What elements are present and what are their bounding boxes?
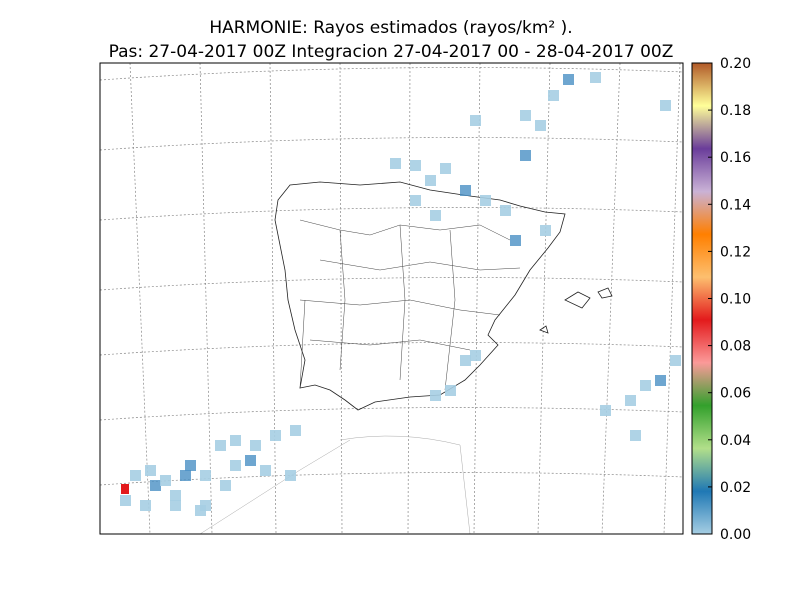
map: [100, 63, 683, 534]
patch: [548, 90, 559, 101]
patch: [285, 470, 296, 481]
patch: [520, 110, 531, 121]
colorbar-tick-label: 0.02: [720, 480, 751, 496]
patch: [200, 470, 211, 481]
patch: [410, 195, 421, 206]
patch: [540, 225, 551, 236]
patch-dark: [520, 150, 531, 161]
patch: [215, 440, 226, 451]
patch-dark: [185, 460, 196, 471]
title: HARMONIE: Rayos estimados (rayos/km² ).: [209, 18, 572, 38]
patch: [590, 72, 601, 83]
patch-dark: [563, 74, 574, 85]
hot-spot: [121, 484, 129, 494]
patch: [270, 430, 281, 441]
colorbar-tick-label: 0.04: [720, 433, 751, 449]
patch: [170, 500, 181, 511]
patch: [640, 380, 651, 391]
patch: [410, 160, 421, 171]
patch-dark: [510, 235, 521, 246]
colorbar-tick-label: 0.12: [720, 244, 751, 260]
patch: [470, 350, 481, 361]
patch: [430, 390, 441, 401]
colorbar-tick-label: 0.08: [720, 339, 751, 355]
patch: [260, 465, 271, 476]
patch: [290, 425, 301, 436]
borders: [299, 219, 521, 391]
patch: [390, 158, 401, 169]
patch: [445, 385, 456, 396]
patch: [460, 355, 471, 366]
coastline: [274, 181, 566, 411]
patch: [230, 435, 241, 446]
patch: [470, 115, 481, 126]
lightning-patches: [120, 72, 681, 516]
colorbar-tick-label: 0.18: [720, 103, 751, 119]
patch: [250, 440, 261, 451]
patch: [160, 475, 171, 486]
map-frame: [99, 62, 684, 535]
balearic: [539, 287, 613, 334]
patch-dark: [150, 480, 161, 491]
patch: [670, 355, 681, 366]
patch-dark: [245, 455, 256, 466]
subtitle: Pas: 27-04-2017 00Z Integracion 27-04-20…: [109, 42, 674, 62]
colorbar-tick-label: 0.14: [720, 197, 751, 213]
patch: [535, 120, 546, 131]
patch: [600, 405, 611, 416]
patch: [440, 163, 451, 174]
patch: [660, 100, 671, 111]
patch: [480, 195, 491, 206]
patch-dark: [655, 375, 666, 386]
patch: [130, 470, 141, 481]
patch: [220, 480, 231, 491]
patch: [430, 210, 441, 221]
colorbar-tick-label: 0.00: [720, 527, 751, 543]
patch: [500, 205, 511, 216]
africa-border: [199, 435, 471, 534]
patch: [425, 175, 436, 186]
patch-dark: [460, 185, 471, 196]
colorbar-tick-label: 0.16: [720, 150, 751, 166]
patch: [120, 495, 131, 506]
patch: [140, 500, 151, 511]
patch-dark: [180, 470, 191, 481]
patch: [145, 465, 156, 476]
colorbar-tick-label: 0.06: [720, 386, 751, 402]
patch: [230, 460, 241, 471]
patch: [625, 395, 636, 406]
patch: [630, 430, 641, 441]
colorbar-tick-label: 0.10: [720, 292, 751, 308]
colorbar-tick-label: 0.20: [720, 56, 751, 72]
patch: [195, 505, 206, 516]
patch: [170, 490, 181, 501]
